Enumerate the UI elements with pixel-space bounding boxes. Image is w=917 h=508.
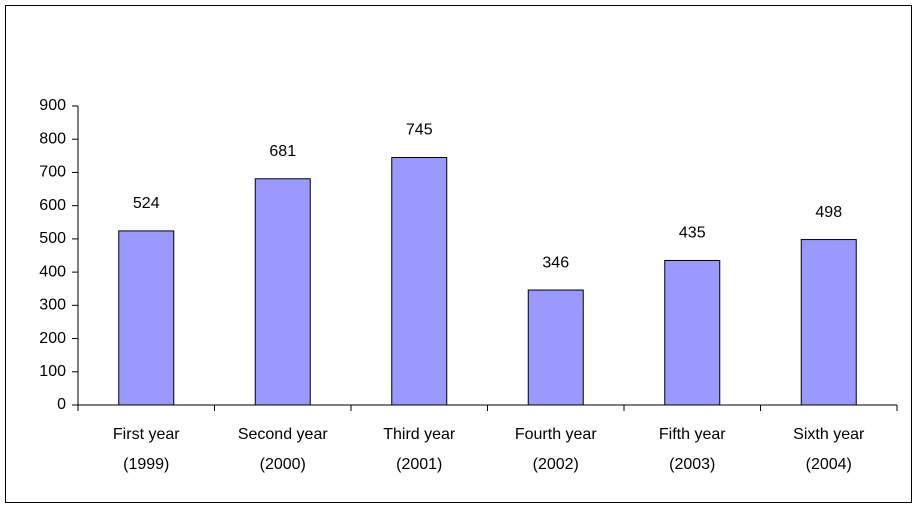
- y-tick-label: 500: [39, 230, 66, 247]
- value-label: 681: [269, 143, 296, 160]
- y-tick-label: 400: [39, 263, 66, 280]
- x-tick-label: Fifth year (2003): [659, 426, 726, 473]
- x-tick-label: Third year (2001): [383, 426, 456, 473]
- y-tick-label: 300: [39, 297, 66, 314]
- y-tick-label: 100: [39, 363, 66, 380]
- y-tick-label: 200: [39, 330, 66, 347]
- y-tick-label: 700: [39, 164, 66, 181]
- y-tick-label: 800: [39, 130, 66, 147]
- value-label: 524: [133, 195, 160, 212]
- value-label: 498: [815, 204, 842, 221]
- bar: [800, 239, 857, 406]
- x-tick-label: Sixth year (2004): [793, 426, 865, 473]
- bar: [527, 289, 584, 406]
- bar: [664, 259, 721, 406]
- value-label: 745: [406, 122, 433, 139]
- x-tick-label: Second year (2000): [238, 426, 329, 473]
- bar: [391, 156, 448, 406]
- y-tick-label: 900: [39, 97, 66, 114]
- x-tick-label: First year (1999): [113, 426, 180, 473]
- bar: [254, 178, 311, 406]
- value-label: 435: [679, 225, 706, 242]
- value-label: 346: [542, 254, 569, 271]
- y-tick-label: 0: [57, 396, 66, 413]
- x-tick-label: Fourth year (2002): [515, 426, 597, 473]
- bar: [118, 230, 175, 406]
- y-tick-label: 600: [39, 197, 66, 214]
